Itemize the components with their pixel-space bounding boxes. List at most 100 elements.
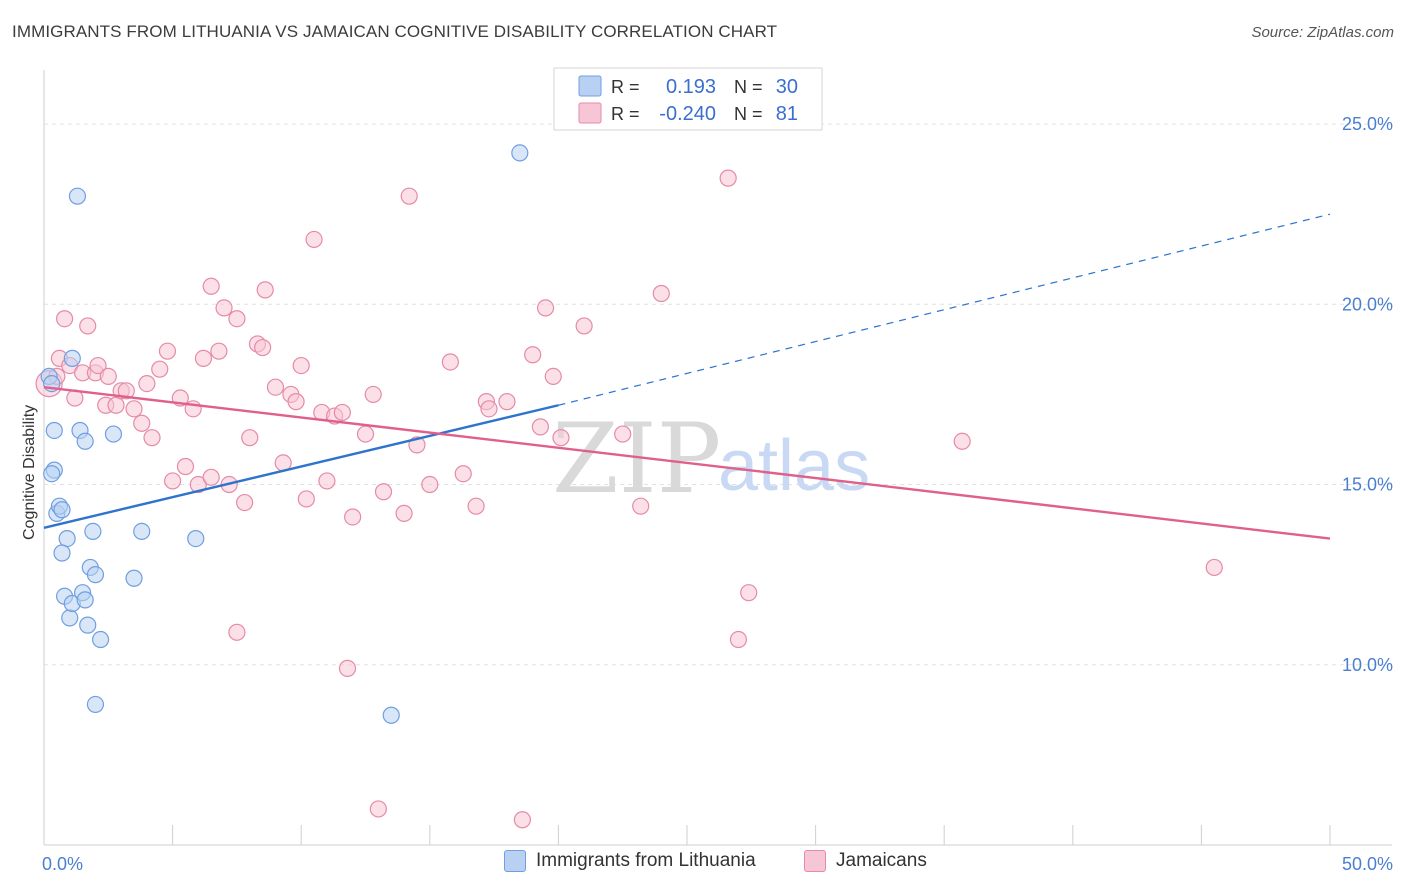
jamaicans-point [614,425,632,443]
jamaicans-point [719,169,737,187]
legend-r-label-1: R = [611,77,640,97]
jamaicans-point [176,457,195,476]
lithuania-point [86,566,105,584]
legend-n-value-1: 30 [776,76,798,98]
x-tick-label: 50.0% [1342,854,1393,874]
jamaicans-point [652,284,670,303]
jamaicans-point [374,483,393,501]
jamaicans-point [395,504,413,522]
lithuania-point [68,187,87,205]
jamaicans-point [125,400,143,418]
legend-swatch-jamaicans [804,850,826,872]
jamaicans-point [215,299,233,317]
jamaicans-point [256,281,274,299]
jamaicans-point [467,497,485,515]
jamaicans-point [107,396,125,414]
jamaicans-point [333,403,351,422]
jamaicans-point [729,630,748,649]
jamaicans-trend-line [43,386,1331,540]
bottom-legend: Immigrants from Lithuania Jamaicans [0,850,1406,880]
jamaicans-point [369,800,387,818]
jamaicans-point [210,342,228,360]
lithuania-point [86,695,105,714]
jamaicans-point [344,508,362,526]
jamaicans-point [89,356,107,375]
jamaicans-point [421,475,439,494]
jamaicans-point [189,475,207,494]
stats-legend-swatch-jamaicans [578,102,602,124]
jamaicans-point [254,338,272,357]
grid-lines [44,123,1392,666]
lithuania-point [53,501,71,519]
lithuania-point [187,530,205,548]
jamaicans-point [536,299,555,317]
x-tick-labels: 0.0% 50.0% [42,854,1393,874]
legend-n-label-1: N = [734,77,763,97]
jamaicans-point [552,429,570,447]
y-tick-label: 15.0% [1342,475,1393,495]
jamaicans-point [138,375,156,393]
lithuania-trend-line [43,404,559,529]
lithuania-point [382,706,400,724]
jamaicans-point [133,414,151,432]
jamaicans-point [158,342,177,360]
jamaicans-point [241,429,259,447]
jamaicans-point [292,356,310,375]
lithuania-point [58,530,76,548]
jamaicans-point [454,465,472,483]
jamaicans-point [305,230,323,249]
jamaicans-point [55,310,74,328]
axes [43,70,1392,846]
legend-label-jamaicans: Jamaicans [836,850,927,871]
lithuania-point [63,349,81,367]
legend-item-lithuania: Immigrants from Lithuania [504,850,756,872]
jamaicans-point [228,310,246,328]
jamaicans-point [151,360,169,378]
lithuania-point [91,630,110,649]
jamaicans-point [498,393,516,411]
lithuania-points [40,144,529,724]
y-tick-labels: 25.0% 20.0% 15.0% 10.0% [1342,114,1393,675]
y-tick-label: 20.0% [1342,294,1393,314]
jamaicans-point [228,623,246,641]
lithuania-point [53,544,71,562]
jamaicans-point [202,468,220,486]
jamaicans-point [400,187,418,205]
watermark-atlas: atlas [718,426,870,506]
stats-legend: R = 0.193 N = 30 R = -0.240 N = 81 [553,67,823,131]
lithuania-trend-extension [558,213,1331,406]
jamaicans-point [236,493,254,512]
jamaicans-point [740,584,758,602]
jamaicans-point [318,472,336,490]
jamaicans-point [632,497,650,515]
legend-r-label-2: R = [611,104,640,124]
trend-lines [43,213,1331,540]
jamaicans-point [99,367,117,385]
legend-r-value-2: -0.240 [659,103,716,125]
jamaicans-point [194,349,213,367]
jamaicans-point [202,277,220,295]
jamaicans-point [1205,558,1223,577]
jamaicans-point [575,317,593,335]
lithuania-point [104,425,123,443]
jamaicans-point [441,353,459,371]
stats-legend-swatch-lithuania [578,75,602,97]
lithuania-point [133,522,151,540]
legend-item-jamaicans: Jamaicans [804,850,927,872]
jamaicans-point [531,418,549,436]
y-tick-label: 25.0% [1342,114,1393,134]
jamaicans-point [524,346,542,364]
jamaicans-point [953,432,971,450]
jamaicans-point [79,317,97,335]
jamaicans-point [480,400,498,418]
legend-swatch-lithuania [504,850,526,872]
watermark-zip: ZIP [552,403,721,515]
jamaicans-point [356,425,375,443]
lithuania-point [511,144,529,162]
legend-n-label-2: N = [734,104,763,124]
source-label: Source: ZipAtlas.com [1251,24,1394,41]
lithuania-point [125,569,143,587]
lithuania-point [84,522,102,540]
y-axis-label: Cognitive Disability [21,405,38,540]
